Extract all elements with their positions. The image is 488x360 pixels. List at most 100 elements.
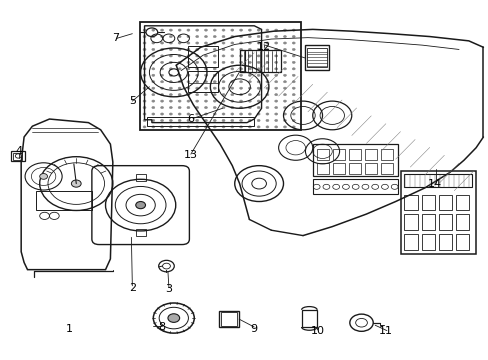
Circle shape (292, 55, 295, 57)
Circle shape (230, 29, 233, 31)
Circle shape (274, 68, 277, 70)
Circle shape (274, 74, 277, 76)
Circle shape (204, 55, 207, 57)
Circle shape (160, 100, 163, 102)
Bar (13, 153, 22, 160)
Bar (239, 50, 281, 72)
Text: 10: 10 (310, 326, 324, 336)
Circle shape (178, 74, 181, 76)
Circle shape (213, 42, 216, 44)
Circle shape (186, 81, 189, 83)
Circle shape (213, 36, 216, 38)
Circle shape (152, 113, 155, 115)
Circle shape (274, 61, 277, 63)
Circle shape (204, 100, 207, 102)
Circle shape (230, 113, 233, 115)
Circle shape (292, 126, 295, 128)
Circle shape (169, 81, 172, 83)
Circle shape (195, 113, 198, 115)
Circle shape (204, 120, 207, 122)
Circle shape (143, 87, 146, 89)
Circle shape (265, 36, 268, 38)
Circle shape (230, 48, 233, 50)
Circle shape (160, 55, 163, 57)
Circle shape (248, 48, 251, 50)
Circle shape (257, 68, 260, 70)
Circle shape (248, 126, 251, 128)
Text: 6: 6 (187, 114, 194, 124)
Circle shape (195, 74, 198, 76)
Circle shape (265, 113, 268, 115)
Circle shape (178, 120, 181, 122)
Circle shape (222, 113, 224, 115)
Circle shape (283, 126, 286, 128)
Circle shape (160, 81, 163, 83)
Circle shape (178, 68, 181, 70)
Circle shape (292, 42, 295, 44)
Circle shape (186, 120, 189, 122)
Circle shape (186, 113, 189, 115)
Circle shape (248, 87, 251, 89)
Circle shape (186, 107, 189, 109)
Circle shape (248, 61, 251, 63)
Circle shape (248, 81, 251, 83)
Circle shape (143, 126, 146, 128)
Circle shape (178, 113, 181, 115)
Circle shape (169, 68, 172, 70)
Circle shape (292, 81, 295, 83)
Bar (404, 234, 417, 250)
Circle shape (195, 107, 198, 109)
Circle shape (195, 61, 198, 63)
Circle shape (186, 42, 189, 44)
Bar (316, 163, 328, 174)
Circle shape (186, 87, 189, 89)
Circle shape (292, 107, 295, 109)
Circle shape (239, 126, 242, 128)
Circle shape (222, 100, 224, 102)
Circle shape (257, 126, 260, 128)
Circle shape (257, 107, 260, 109)
Circle shape (213, 120, 216, 122)
Circle shape (257, 120, 260, 122)
Circle shape (257, 100, 260, 102)
Bar (421, 215, 434, 230)
Circle shape (160, 107, 163, 109)
Bar (312, 144, 397, 176)
Circle shape (152, 126, 155, 128)
Circle shape (283, 81, 286, 83)
Bar (380, 149, 392, 160)
Circle shape (186, 100, 189, 102)
Circle shape (292, 113, 295, 115)
Circle shape (136, 202, 145, 209)
Circle shape (195, 68, 198, 70)
Bar (305, 45, 328, 69)
Circle shape (265, 87, 268, 89)
Bar (380, 163, 392, 174)
Circle shape (230, 107, 233, 109)
Circle shape (230, 126, 233, 128)
Circle shape (204, 68, 207, 70)
Circle shape (195, 100, 198, 102)
Bar (348, 163, 360, 174)
Circle shape (283, 68, 286, 70)
Circle shape (239, 120, 242, 122)
Bar (307, 48, 326, 67)
Circle shape (204, 36, 207, 38)
Bar (455, 234, 468, 250)
Circle shape (283, 61, 286, 63)
Bar (400, 171, 475, 253)
Circle shape (195, 81, 198, 83)
Circle shape (274, 36, 277, 38)
Circle shape (257, 36, 260, 38)
Circle shape (195, 55, 198, 57)
Circle shape (195, 94, 198, 96)
Circle shape (169, 36, 172, 38)
Circle shape (265, 48, 268, 50)
Circle shape (71, 180, 81, 187)
Circle shape (283, 107, 286, 109)
Bar (364, 163, 376, 174)
Circle shape (257, 61, 260, 63)
Circle shape (222, 61, 224, 63)
Circle shape (222, 36, 224, 38)
Circle shape (239, 42, 242, 44)
